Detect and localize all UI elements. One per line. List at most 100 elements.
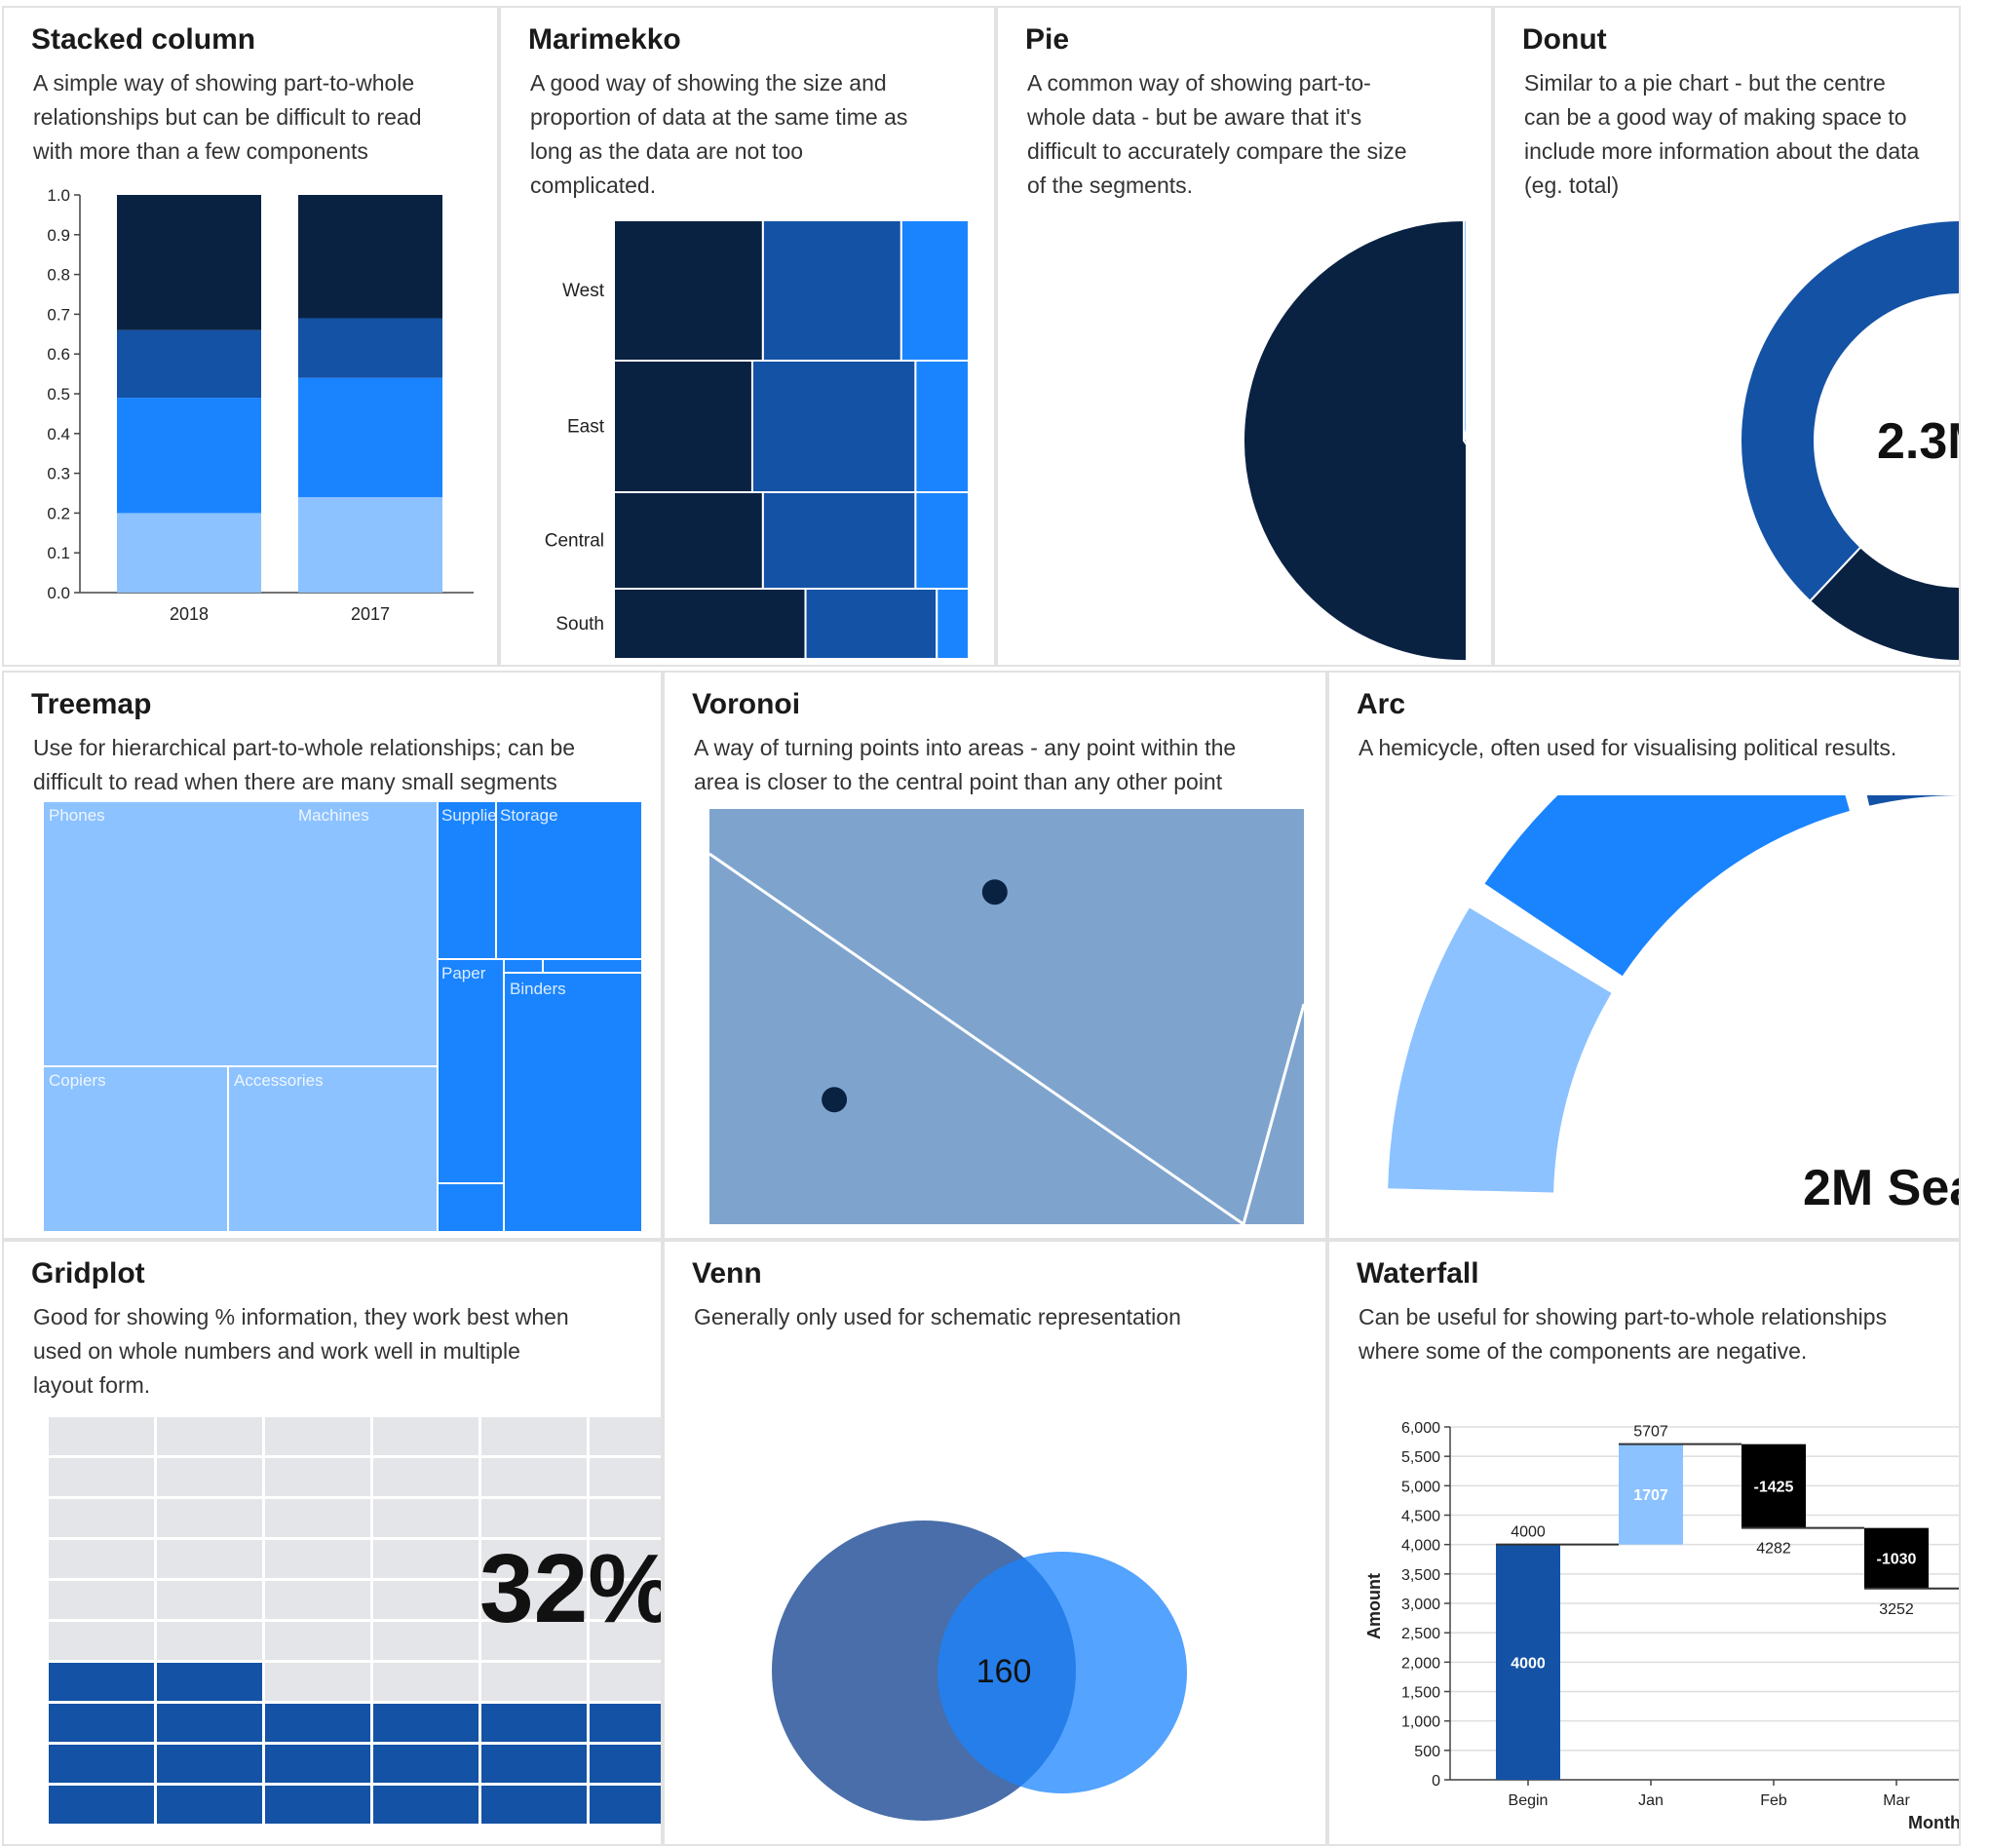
y-tick-label: 0.8	[47, 266, 70, 285]
row-label: East	[567, 417, 605, 438]
x-tick-label: 2018	[170, 604, 209, 624]
treemap-label: Copiers	[49, 1071, 106, 1090]
panel-title: Stacked column	[31, 23, 256, 56]
grid-cell	[481, 1458, 587, 1496]
desc-line: A hemicycle, often used for visualising …	[1359, 735, 1897, 760]
grid-cell	[157, 1458, 262, 1496]
grid-cell	[590, 1417, 661, 1455]
y-tick-label: 0.2	[47, 504, 70, 522]
treemap-cell	[437, 958, 505, 1184]
grid-cell	[265, 1663, 370, 1701]
treemap-chart: Phones Machines Copiers Accessories Supplies…	[42, 800, 643, 1233]
grid-cell	[265, 1458, 370, 1496]
y-tick-label: 0.5	[47, 385, 70, 404]
grid-cell	[157, 1745, 262, 1783]
marimekko-cell	[761, 491, 917, 590]
treemap-cell	[503, 958, 544, 974]
grid-cell	[49, 1663, 154, 1701]
y-tick-label: 0.9	[47, 226, 70, 245]
grid-cell	[481, 1786, 587, 1824]
row-label: Central	[545, 531, 604, 552]
treemap-label: Accessories	[234, 1071, 324, 1090]
y-tick-label: 0.0	[47, 584, 70, 602]
marimekko-chart: West East Central South	[545, 219, 970, 660]
grid-cell	[481, 1663, 587, 1701]
grid-cell	[590, 1622, 661, 1660]
panel-title: Waterfall	[1357, 1257, 1479, 1290]
bar-data-label: 1707	[1633, 1487, 1668, 1504]
desc-line: relationships but can be difficult to re…	[33, 104, 422, 130]
panel-description: Use for hierarchical part-to-whole relat…	[33, 731, 575, 799]
y-tick-label: 5,500	[1401, 1449, 1440, 1466]
bar-segment	[117, 195, 261, 330]
grid-cell	[373, 1581, 478, 1619]
voronoi-point	[822, 1087, 848, 1113]
donut-slice	[1740, 219, 1959, 603]
panel-title: Arc	[1357, 688, 1406, 720]
y-tick-label: 3,500	[1401, 1567, 1440, 1584]
grid-cell	[373, 1745, 478, 1783]
voronoi-edge	[708, 852, 1244, 1226]
bar-segment	[298, 318, 442, 378]
waterfall-bar	[1619, 1444, 1683, 1545]
bar-data-label: -1425	[1754, 1480, 1794, 1496]
running-total-label: 5707	[1633, 1424, 1668, 1441]
stacked-column-panel: Stacked column A simple way of showing p…	[2, 6, 499, 667]
grid-cell	[265, 1745, 370, 1783]
x-tick-label: Begin	[1509, 1792, 1549, 1809]
arc-center-label: 2M Seats	[1803, 1160, 1961, 1216]
gridplot-panel: Gridplot Good for showing % information,…	[2, 1240, 663, 1846]
y-tick-label: 1.0	[47, 186, 70, 205]
x-tick-label: 2017	[351, 604, 390, 624]
y-tick-label: 0.4	[47, 425, 70, 443]
grid-cell	[265, 1622, 370, 1660]
running-total-label: 4000	[1511, 1524, 1546, 1541]
bar-segment	[298, 377, 442, 498]
panel-title: Gridplot	[31, 1257, 145, 1290]
panel-title: Donut	[1522, 23, 1607, 56]
grid-cell	[590, 1581, 661, 1619]
desc-line: long as the data are not too	[530, 138, 804, 164]
venn-chart: 160 West East	[772, 1521, 1187, 1846]
marimekko-cell	[613, 491, 764, 590]
voronoi-edge	[1242, 1003, 1306, 1225]
treemap-label: Storage	[500, 806, 558, 825]
pie-panel: Pie A common way of showing part-to- who…	[996, 6, 1493, 667]
desc-line: A good way of showing the size and	[530, 70, 887, 96]
treemap-cell	[495, 800, 643, 960]
y-tick-label: 4,000	[1401, 1538, 1440, 1555]
grid-cell	[157, 1663, 262, 1701]
grid-cell	[49, 1745, 154, 1783]
x-tick-label: Feb	[1760, 1792, 1787, 1809]
venn-intersection-label: 160	[976, 1653, 1032, 1690]
grid-cell	[157, 1417, 262, 1455]
treemap-cell	[503, 972, 643, 1233]
venn-set-label: East	[1033, 1843, 1072, 1846]
marimekko-cell	[936, 588, 970, 660]
grid-cell	[49, 1622, 154, 1660]
treemap-cell	[227, 1065, 439, 1233]
marimekko-cell	[761, 219, 902, 362]
desc-line: whole data - but be aware that it's	[1027, 104, 1362, 130]
desc-line: can be a good way of making space to	[1524, 104, 1907, 130]
waterfall-panel: Waterfall Can be useful for showing part…	[1327, 1240, 1961, 1846]
x-tick-label: Mar	[1883, 1792, 1910, 1809]
grid-cell	[49, 1786, 154, 1824]
panel-description: A common way of showing part-to- whole d…	[1027, 66, 1406, 203]
arc-segment	[1484, 795, 1850, 977]
bar-segment	[298, 497, 442, 593]
desc-line: layout form.	[33, 1372, 151, 1398]
bar-segment	[117, 398, 261, 514]
panel-description: Generally only used for schematic repres…	[694, 1300, 1181, 1334]
treemap-label: Machines	[298, 806, 369, 825]
arc-segment	[1866, 795, 1959, 806]
grid-cell	[590, 1786, 661, 1824]
grid-cell	[373, 1786, 478, 1824]
bar-segment	[117, 513, 261, 593]
panel-description: Good for showing % information, they wor…	[33, 1300, 569, 1403]
y-tick-label: 0.1	[47, 544, 70, 562]
voronoi-panel: Voronoi A way of turning points into are…	[663, 671, 1327, 1240]
treemap-label: Phones	[49, 806, 105, 825]
grid-cell	[265, 1704, 370, 1742]
grid-cell	[265, 1417, 370, 1455]
